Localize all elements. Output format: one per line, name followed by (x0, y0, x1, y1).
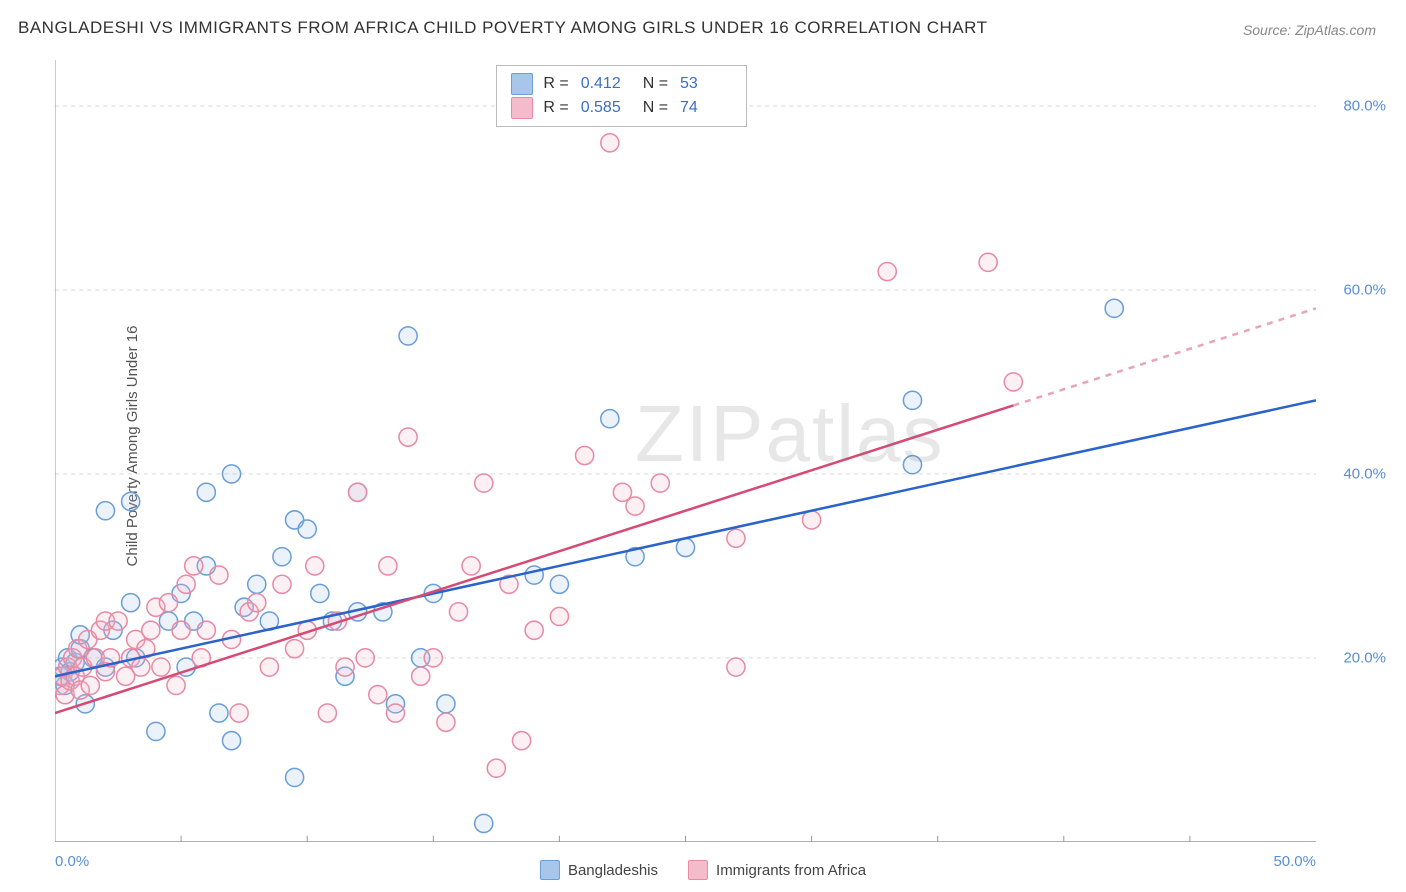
y-tick-label: 40.0% (1343, 466, 1386, 483)
y-tick-label: 20.0% (1343, 650, 1386, 667)
chart-area: R = 0.412 N = 53 R = 0.585 N = 74 ZIPatl… (55, 60, 1316, 842)
n-value: 53 (680, 72, 732, 96)
source-attribution: Source: ZipAtlas.com (1243, 22, 1376, 38)
legend-item-bangladeshis: Bangladeshis (540, 860, 658, 880)
swatch-icon (688, 860, 708, 880)
r-value: 0.412 (581, 72, 633, 96)
legend-label: Immigrants from Africa (716, 862, 866, 879)
legend-row-bangladeshis: R = 0.412 N = 53 (511, 72, 732, 96)
legend-label: Bangladeshis (568, 862, 658, 879)
legend-label: N = (643, 96, 668, 120)
chart-title: BANGLADESHI VS IMMIGRANTS FROM AFRICA CH… (18, 18, 987, 38)
legend-row-africa: R = 0.585 N = 74 (511, 96, 732, 120)
legend-item-africa: Immigrants from Africa (688, 860, 866, 880)
x-tick-label: 0.0% (55, 853, 89, 870)
n-value: 74 (680, 96, 732, 120)
legend-label: N = (643, 72, 668, 96)
y-tick-label: 60.0% (1343, 282, 1386, 299)
legend-label: R = (543, 96, 568, 120)
swatch-icon (540, 860, 560, 880)
scatter-plot (55, 60, 1316, 842)
legend-label: R = (543, 72, 568, 96)
r-value: 0.585 (581, 96, 633, 120)
swatch-icon (511, 97, 533, 119)
series-legend: Bangladeshis Immigrants from Africa (540, 860, 866, 880)
x-tick-label: 50.0% (1273, 853, 1316, 870)
correlation-legend: R = 0.412 N = 53 R = 0.585 N = 74 (496, 65, 747, 127)
swatch-icon (511, 73, 533, 95)
y-tick-label: 80.0% (1343, 98, 1386, 115)
